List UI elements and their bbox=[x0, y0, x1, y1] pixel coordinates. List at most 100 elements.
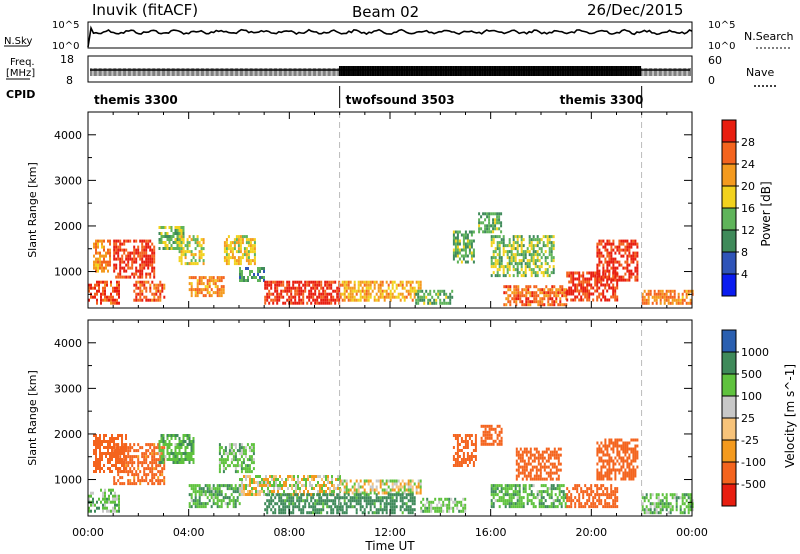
scatter-cell bbox=[127, 464, 130, 468]
scatter-cell bbox=[381, 283, 384, 287]
scatter-cell bbox=[620, 242, 623, 246]
scatter-cell bbox=[220, 288, 223, 292]
scatter-cell bbox=[438, 500, 441, 504]
scatter-cell bbox=[568, 271, 571, 275]
scatter-cell bbox=[351, 491, 354, 495]
scatter-cell bbox=[541, 453, 544, 457]
scatter-cell bbox=[411, 496, 414, 500]
scatter-cell bbox=[409, 286, 412, 290]
scatter-cell bbox=[488, 218, 491, 222]
scatter-cell bbox=[359, 508, 362, 512]
scatter-cell bbox=[264, 280, 267, 284]
scatter-cell bbox=[282, 493, 285, 497]
scatter-cell bbox=[198, 256, 201, 260]
scatter-cell bbox=[325, 484, 327, 487]
scatter-cell bbox=[634, 239, 637, 243]
scatter-cell bbox=[343, 491, 346, 495]
scatter-cell bbox=[202, 493, 205, 497]
scatter-cell bbox=[436, 506, 439, 510]
scatter-cell bbox=[194, 490, 197, 494]
scatter-cell bbox=[553, 291, 556, 295]
scatter-cell bbox=[492, 502, 495, 506]
scatter-cell bbox=[572, 298, 575, 302]
scatter-cell bbox=[363, 493, 366, 497]
scatter-cell bbox=[381, 491, 384, 495]
scatter-cell bbox=[97, 443, 99, 446]
scatter-cell bbox=[490, 433, 493, 437]
scatter-cell bbox=[106, 298, 108, 302]
scatter-cell bbox=[395, 505, 398, 509]
scatter-cell bbox=[305, 478, 307, 481]
scatter-cell bbox=[466, 260, 469, 264]
scatter-cell bbox=[113, 476, 116, 480]
scatter-cell bbox=[553, 285, 556, 289]
scatter-cell bbox=[454, 251, 457, 255]
scatter-cell bbox=[261, 276, 263, 279]
scatter-cell bbox=[129, 275, 132, 279]
scatter-cell bbox=[224, 484, 227, 488]
scatter-cell bbox=[496, 268, 499, 272]
scatter-cell bbox=[174, 434, 177, 437]
scatter-cell bbox=[339, 488, 342, 492]
scatter-cell bbox=[190, 499, 193, 503]
scatter-cell bbox=[498, 442, 501, 446]
scatter-cell bbox=[576, 271, 579, 275]
scatter-cell bbox=[218, 490, 221, 494]
scatter-cell bbox=[214, 291, 217, 295]
scatter-cell bbox=[440, 503, 443, 507]
scatter-cell bbox=[153, 461, 156, 465]
scatter-cell bbox=[516, 235, 519, 239]
scatter-cell bbox=[592, 496, 595, 500]
scatter-cell bbox=[375, 499, 378, 503]
scatter-cell bbox=[506, 499, 509, 503]
scatter-cell bbox=[192, 484, 195, 488]
scatter-cell bbox=[218, 443, 221, 447]
scatter-cell bbox=[538, 499, 541, 503]
scatter-cell bbox=[188, 443, 191, 446]
scatter-cell bbox=[116, 503, 118, 507]
scatter-cell bbox=[381, 289, 384, 293]
scatter-cell bbox=[264, 286, 267, 290]
scatter-cell bbox=[339, 502, 342, 506]
scatter-cell bbox=[178, 256, 181, 260]
scatter-cell bbox=[552, 271, 555, 275]
scatter-cell bbox=[371, 482, 374, 486]
scatter-cell bbox=[104, 497, 106, 501]
scatter-cell bbox=[208, 493, 211, 497]
scatter-cell bbox=[521, 465, 524, 469]
scatter-cell bbox=[125, 269, 128, 273]
scatter-cell bbox=[253, 273, 255, 276]
scatter-cell bbox=[435, 301, 438, 305]
scatter-cell bbox=[553, 453, 556, 457]
scatter-cell bbox=[133, 473, 136, 477]
scatter-cell bbox=[417, 295, 420, 299]
scatter-cell bbox=[496, 436, 499, 440]
scatter-cell bbox=[102, 509, 104, 513]
scatter-cell bbox=[323, 475, 325, 478]
scatter-cell bbox=[514, 256, 517, 260]
scatter-cell bbox=[456, 440, 459, 443]
scatter-cell bbox=[336, 505, 339, 509]
scatter-cell bbox=[598, 278, 601, 282]
scatter-cell bbox=[241, 241, 244, 245]
scatter-cell bbox=[657, 289, 660, 293]
scatter-cell bbox=[332, 289, 335, 293]
scatter-cell bbox=[188, 493, 191, 497]
scatter-cell bbox=[462, 245, 465, 249]
scatter-cell bbox=[482, 439, 485, 443]
scatter-cell bbox=[430, 503, 433, 507]
scatter-cell bbox=[270, 298, 273, 302]
scatter-cell bbox=[517, 462, 520, 466]
scatter-cell bbox=[620, 263, 623, 267]
scatter-cell bbox=[527, 303, 530, 307]
scatter-cell bbox=[560, 496, 563, 500]
scatter-cell bbox=[180, 238, 183, 241]
scatter-cell bbox=[287, 478, 289, 481]
scatter-cell bbox=[512, 490, 515, 494]
scatter-cell bbox=[238, 458, 241, 462]
scatter-cell bbox=[141, 289, 144, 293]
scatter-cell bbox=[241, 276, 243, 279]
scatter-cell bbox=[570, 502, 573, 506]
scatter-cell bbox=[632, 257, 635, 261]
scatter-cell bbox=[355, 511, 358, 515]
